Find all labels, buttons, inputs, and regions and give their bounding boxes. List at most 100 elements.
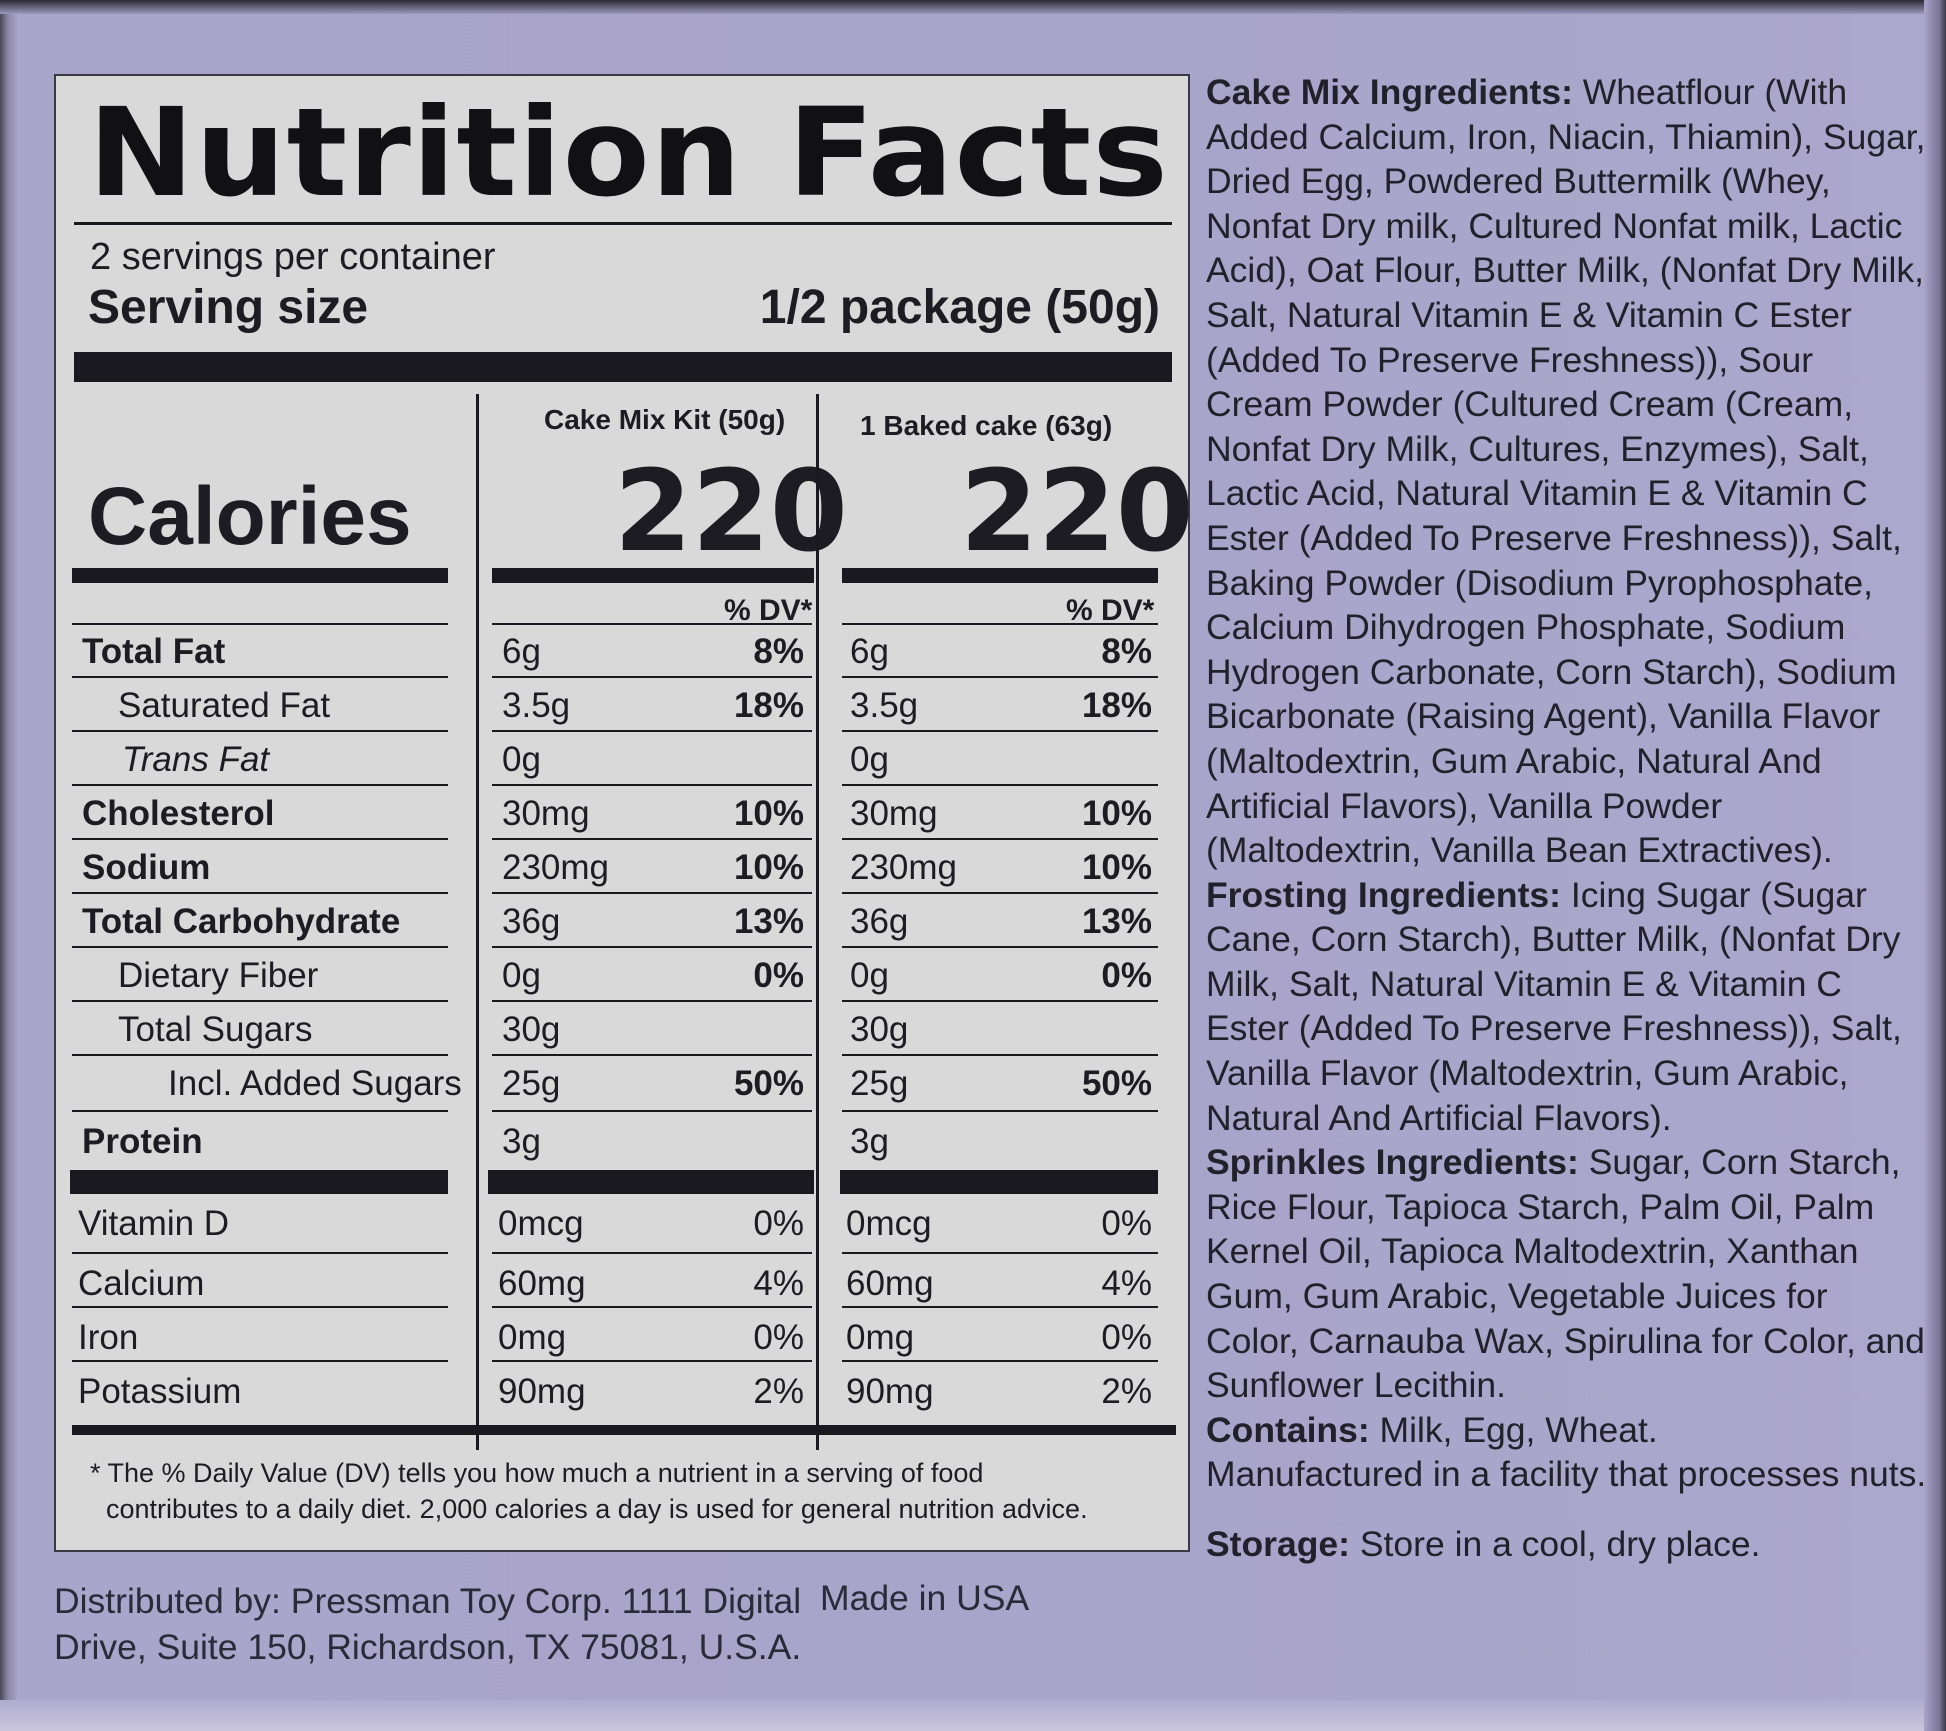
calories-bar-col2: [842, 568, 1158, 583]
nutrient-dv-baked-cake: 10%: [1081, 848, 1152, 887]
dv-header-col2: % DV*: [1066, 594, 1155, 627]
nutrient-dv-baked-cake: 0%: [1101, 956, 1152, 995]
nutrient-amount-cake-mix: 90mg: [498, 1372, 586, 1411]
row-divider: [842, 730, 1158, 732]
row-divider: [72, 892, 448, 894]
nutrient-dv-cake-mix: 2%: [753, 1372, 804, 1411]
nutrient-dv-cake-mix: 0%: [753, 956, 804, 995]
nutrient-label: Iron: [78, 1318, 139, 1357]
frosting-ingredients-label: Frosting Ingredients:: [1206, 874, 1561, 915]
nutrition-facts-title: Nutrition Facts: [88, 82, 1169, 224]
row-divider: [72, 784, 448, 786]
row-divider: [492, 1252, 812, 1254]
row-divider: [842, 1360, 1158, 1362]
nutrient-dv-cake-mix: 10%: [733, 794, 804, 833]
contains-text: Milk, Egg, Wheat.: [1369, 1409, 1658, 1450]
dv-header-col1: % DV*: [724, 594, 813, 627]
thick-divider-top: [74, 352, 1172, 382]
distributor-line-2: Drive, Suite 150, Richardson, TX 75081, …: [54, 1627, 802, 1667]
nutrient-dv-cake-mix: 50%: [733, 1064, 804, 1103]
nutrient-amount-baked-cake: 36g: [850, 902, 909, 941]
row-divider: [72, 946, 448, 948]
nutrient-dv-cake-mix: 10%: [733, 848, 804, 887]
vitamin-section-divider: [488, 1170, 814, 1194]
nutrient-amount-baked-cake: 3.5g: [850, 686, 919, 725]
nutrient-label: Trans Fat: [122, 740, 270, 779]
footnote-line-2: contributes to a daily diet. 2,000 calor…: [106, 1494, 1088, 1524]
nutrient-amount-baked-cake: 60mg: [846, 1264, 934, 1303]
row-divider: [492, 676, 812, 678]
nutrient-amount-cake-mix: 6g: [502, 632, 541, 671]
nutrient-label: Cholesterol: [82, 794, 275, 833]
row-divider: [72, 1306, 448, 1308]
row-divider: [72, 1252, 448, 1254]
nutrient-dv-baked-cake: 18%: [1081, 686, 1152, 725]
nutrient-dv-cake-mix: 0%: [753, 1318, 804, 1357]
row-divider: [842, 1110, 1158, 1112]
nutrient-dv-baked-cake: 10%: [1081, 794, 1152, 833]
nutrient-amount-cake-mix: 25g: [502, 1064, 561, 1103]
nutrient-amount-cake-mix: 30g: [502, 1010, 561, 1049]
row-divider: [492, 730, 812, 732]
sprinkles-ingredients-label: Sprinkles Ingredients:: [1206, 1142, 1579, 1183]
row-divider: [842, 1000, 1158, 1002]
facility-statement: Manufactured in a facility that processe…: [1206, 1454, 1927, 1495]
frosting-ingredients: Frosting Ingredients: Icing Sugar (Sugar…: [1206, 873, 1928, 1141]
storage-statement: Storage: Store in a cool, dry place.: [1206, 1524, 1760, 1565]
nutrient-amount-cake-mix: 3.5g: [502, 686, 571, 725]
row-divider: [492, 1000, 812, 1002]
row-divider: [842, 1252, 1158, 1254]
serving-size-label: Serving size: [88, 281, 369, 334]
row-divider: [492, 946, 812, 948]
cake-mix-ingredients: Cake Mix Ingredients: Wheatflour (With A…: [1206, 70, 1928, 873]
contains-label: Contains:: [1206, 1409, 1370, 1450]
row-divider: [492, 1110, 812, 1112]
footnote-line-1: * The % Daily Value (DV) tells you how m…: [90, 1458, 984, 1488]
serving-size-value: 1/2 package (50g): [759, 281, 1160, 334]
nutrient-amount-baked-cake: 6g: [850, 632, 889, 671]
made-in-usa: Made in USA: [820, 1578, 1030, 1618]
calories-bar-col1: [492, 568, 814, 583]
row-divider: [72, 1000, 448, 1002]
nutrition-facts-panel: Nutrition Facts 2 servings per container…: [54, 74, 1194, 1552]
nutrient-label: Total Carbohydrate: [82, 902, 401, 941]
row-divider: [842, 838, 1158, 840]
distributor-line-1: Distributed by: Pressman Toy Corp. 1111 …: [54, 1581, 802, 1621]
nutrient-dv-baked-cake: 0%: [1101, 1204, 1152, 1243]
row-divider: [492, 1054, 812, 1056]
nutrient-dv-baked-cake: 13%: [1081, 902, 1152, 941]
nutrient-dv-baked-cake: 0%: [1101, 1318, 1152, 1357]
row-divider: [842, 784, 1158, 786]
title-divider: [74, 222, 1172, 225]
nutrient-label: Dietary Fiber: [118, 956, 319, 995]
vitamin-section-divider: [70, 1170, 448, 1194]
calories-bar-label: [72, 568, 448, 583]
row-divider: [842, 1306, 1158, 1308]
nutrient-label: Total Fat: [82, 632, 226, 671]
row-divider: [72, 623, 448, 625]
column-divider-2: [816, 394, 819, 1450]
storage-text: Store in a cool, dry place.: [1350, 1524, 1761, 1564]
nutrient-dv-cake-mix: 13%: [733, 902, 804, 941]
nutrient-dv-cake-mix: 4%: [753, 1264, 804, 1303]
nutrient-dv-cake-mix: 0%: [753, 1204, 804, 1243]
nutrient-label: Calcium: [78, 1264, 205, 1303]
row-divider: [842, 946, 1158, 948]
nutrient-dv-baked-cake: 4%: [1101, 1264, 1152, 1303]
calories-label: Calories: [88, 471, 412, 562]
nutrient-amount-baked-cake: 0mg: [846, 1318, 915, 1357]
nutrient-amount-baked-cake: 30mg: [850, 794, 938, 833]
row-divider: [72, 1054, 448, 1056]
row-divider: [72, 838, 448, 840]
storage-label: Storage:: [1206, 1524, 1350, 1564]
row-divider: [492, 1360, 812, 1362]
ingredients-list: Cake Mix Ingredients: Wheatflour (With A…: [1206, 70, 1928, 1497]
row-divider: [492, 838, 812, 840]
nutrient-amount-cake-mix: 36g: [502, 902, 561, 941]
row-divider: [842, 1054, 1158, 1056]
nutrient-dv-baked-cake: 50%: [1081, 1064, 1152, 1103]
nutrient-dv-cake-mix: 18%: [733, 686, 804, 725]
nutrient-amount-baked-cake: 3g: [850, 1122, 889, 1161]
row-divider: [492, 784, 812, 786]
distributor-info: Distributed by: Pressman Toy Corp. 1111 …: [54, 1578, 801, 1670]
